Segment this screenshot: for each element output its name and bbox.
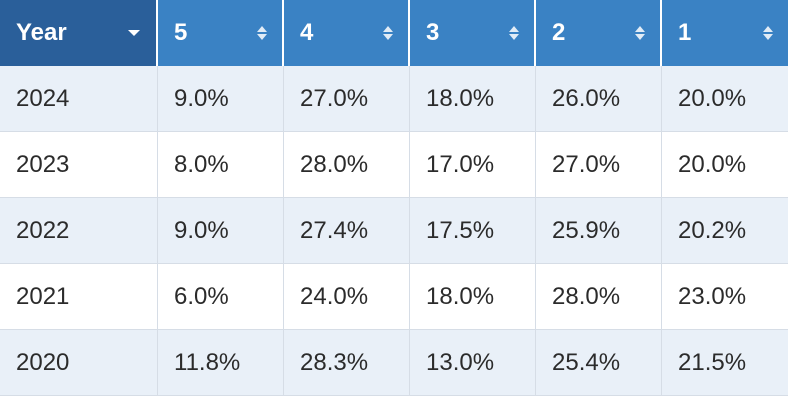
value-cell: 20.2% — [662, 198, 788, 264]
column-header-label: 5 — [174, 19, 188, 46]
value-cell: 18.0% — [410, 264, 536, 330]
column-header-year[interactable]: Year — [0, 0, 158, 66]
value-cell: 28.0% — [536, 264, 662, 330]
sort-icon — [508, 23, 520, 43]
column-header-2[interactable]: 2 — [536, 0, 662, 66]
column-header-1[interactable]: 1 — [662, 0, 788, 66]
value-cell: 18.0% — [410, 66, 536, 132]
sort-icon — [634, 23, 646, 43]
caret-down-icon — [128, 30, 140, 36]
value-cell: 24.0% — [284, 264, 410, 330]
year-cell: 2024 — [0, 66, 158, 132]
year-cell: 2021 — [0, 264, 158, 330]
value-cell: 27.0% — [536, 132, 662, 198]
value-cell: 13.0% — [410, 330, 536, 396]
value-cell: 6.0% — [158, 264, 284, 330]
sort-icon — [762, 23, 774, 43]
value-cell: 25.9% — [536, 198, 662, 264]
sort-icon — [256, 23, 268, 43]
table-row: 2024 9.0% 27.0% 18.0% 26.0% 20.0% — [0, 66, 788, 132]
value-cell: 9.0% — [158, 66, 284, 132]
column-header-label: 4 — [300, 19, 314, 46]
table-header: Year 5 4 — [0, 0, 788, 66]
value-cell: 17.0% — [410, 132, 536, 198]
table-row: 2021 6.0% 24.0% 18.0% 28.0% 23.0% — [0, 264, 788, 330]
value-cell: 27.0% — [284, 66, 410, 132]
value-cell: 21.5% — [662, 330, 788, 396]
value-cell: 26.0% — [536, 66, 662, 132]
value-cell: 8.0% — [158, 132, 284, 198]
year-cell: 2020 — [0, 330, 158, 396]
value-cell: 20.0% — [662, 132, 788, 198]
column-header-label: 2 — [552, 19, 566, 46]
year-cell: 2022 — [0, 198, 158, 264]
table-row: 2022 9.0% 27.4% 17.5% 25.9% 20.2% — [0, 198, 788, 264]
sort-icon — [382, 23, 394, 43]
table-row: 2020 11.8% 28.3% 13.0% 25.4% 21.5% — [0, 330, 788, 396]
value-cell: 17.5% — [410, 198, 536, 264]
value-cell: 11.8% — [158, 330, 284, 396]
column-header-3[interactable]: 3 — [410, 0, 536, 66]
value-cell: 27.4% — [284, 198, 410, 264]
value-cell: 28.3% — [284, 330, 410, 396]
year-cell: 2023 — [0, 132, 158, 198]
column-header-4[interactable]: 4 — [284, 0, 410, 66]
column-header-5[interactable]: 5 — [158, 0, 284, 66]
value-cell: 9.0% — [158, 198, 284, 264]
header-row: Year 5 4 — [0, 0, 788, 66]
value-cell: 23.0% — [662, 264, 788, 330]
value-cell: 28.0% — [284, 132, 410, 198]
value-cell: 25.4% — [536, 330, 662, 396]
column-header-label: 1 — [678, 19, 692, 46]
table-row: 2023 8.0% 28.0% 17.0% 27.0% 20.0% — [0, 132, 788, 198]
column-header-label: Year — [16, 19, 67, 46]
value-cell: 20.0% — [662, 66, 788, 132]
column-header-label: 3 — [426, 19, 440, 46]
table-body: 2024 9.0% 27.0% 18.0% 26.0% 20.0% 2023 8… — [0, 66, 788, 396]
